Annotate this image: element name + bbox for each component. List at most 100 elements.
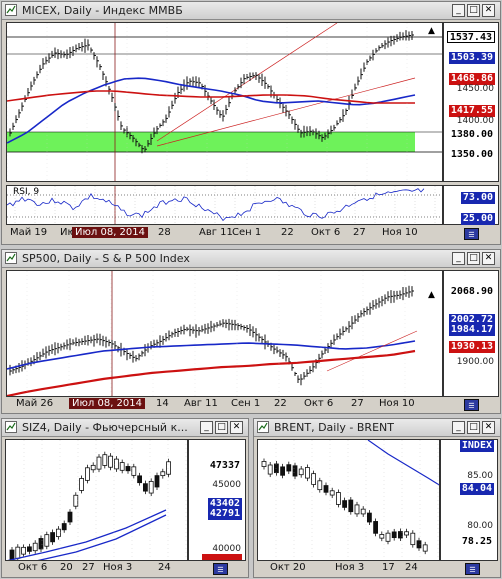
x-label: Ноя 10: [379, 398, 415, 409]
micex-time-axis[interactable]: Май 19 Ию Июл 08, 2014 28 Авг 11 Сен 1 2…: [6, 227, 443, 240]
window-menu-icon[interactable]: [5, 252, 17, 264]
siz4-price-svg: [7, 440, 187, 560]
ma-blue-line: [7, 509, 167, 560]
siz4-price-plot[interactable]: [5, 439, 188, 561]
window-menu-icon[interactable]: [257, 421, 269, 433]
candle-body: [119, 462, 125, 471]
sp500-price-plot[interactable]: ▲: [6, 270, 443, 397]
ohlc-bar: [234, 319, 237, 331]
brent-chart-window[interactable]: BRENT, Daily - BRENT _ □ ✕ INDEX 85.00 8…: [253, 418, 501, 578]
window-menu-icon[interactable]: [5, 421, 17, 433]
candle-body: [160, 471, 166, 477]
micex-chart-window[interactable]: MICEX, Daily - Индекс ММВБ _ □ ✕ ▲ RSI, …: [1, 1, 501, 245]
sp500-chart-window[interactable]: SP500, Daily - S & P 500 Index _ □ ✕ ▲ 2…: [1, 249, 501, 414]
ohlc-bar: [255, 328, 258, 342]
minimize-icon[interactable]: _: [452, 421, 465, 434]
ohlc-bar: [36, 352, 39, 363]
close-icon[interactable]: ✕: [482, 421, 495, 434]
ohlc-bar: [66, 49, 69, 59]
ohlc-bar: [150, 133, 153, 145]
chart-settings-icon[interactable]: ☰: [464, 399, 479, 411]
chart-settings-icon[interactable]: ☰: [464, 228, 479, 240]
brent-price-scale[interactable]: INDEX 85.00 84.04 80.00 78.25: [440, 439, 498, 561]
ohlc-bar: [411, 286, 414, 297]
window-menu-icon[interactable]: [5, 4, 17, 16]
ohlc-bar: [66, 339, 69, 350]
ohlc-bar: [405, 287, 408, 297]
ohlc-bar: [132, 135, 135, 143]
ohlc-bar: [216, 321, 219, 328]
minimize-icon[interactable]: _: [452, 4, 465, 17]
sp500-time-axis[interactable]: Май 26 Июл 08, 2014 14 Авг 11 Сен 1 22 О…: [6, 398, 443, 411]
ohlc-bar: [402, 286, 405, 301]
micex-rsi-scale[interactable]: 73.00 25.00: [443, 185, 499, 225]
maximize-icon[interactable]: □: [467, 4, 480, 17]
sp500-title: SP500, Daily - S & P 500 Index: [22, 252, 190, 265]
ohlc-bar: [264, 76, 267, 89]
micex-price-scale[interactable]: 1537.43 1503.39 1468.86 1450.00 1417.55 …: [443, 22, 499, 182]
ohlc-bar: [282, 349, 285, 359]
ohlc-bar: [78, 43, 81, 51]
ma-blue-price-label: 84.04: [459, 483, 494, 495]
siz4-chart-window[interactable]: SIZ4, Daily - Фьючерсный к... _ □ ✕ 4733…: [1, 418, 249, 578]
minimize-icon[interactable]: _: [452, 252, 465, 265]
sp500-price-scale[interactable]: 2068.90 2002.72 1984.17 1930.13 1900.00: [443, 270, 499, 397]
ohlc-bar: [285, 352, 288, 362]
sp500-title-bar[interactable]: SP500, Daily - S & P 500 Index _ □ ✕: [2, 250, 500, 268]
maximize-icon[interactable]: □: [467, 252, 480, 265]
ohlc-bar: [144, 145, 147, 153]
ohlc-bar: [39, 64, 42, 74]
close-icon[interactable]: ✕: [230, 421, 243, 434]
ohlc-bar: [75, 44, 78, 53]
micex-price-plot[interactable]: ▲: [6, 22, 443, 182]
tick-45000: 45000: [212, 480, 241, 490]
maximize-icon[interactable]: □: [467, 421, 480, 434]
brent-price-plot[interactable]: [257, 439, 440, 561]
ohlc-bar: [99, 64, 102, 70]
close-icon[interactable]: ✕: [482, 252, 495, 265]
ohlc-bar: [345, 108, 348, 116]
ohlc-bar: [330, 339, 333, 349]
ohlc-bar: [168, 330, 171, 341]
ohlc-bar: [69, 47, 72, 59]
tick-1900: 1900.00: [456, 357, 494, 367]
ohlc-bar: [393, 35, 396, 45]
chart-settings-icon[interactable]: ☰: [465, 563, 480, 575]
candle-body: [108, 455, 113, 468]
maximize-icon[interactable]: □: [215, 421, 228, 434]
close-icon[interactable]: ✕: [482, 4, 495, 17]
siz4-time-axis[interactable]: Окт 6 20 27 Ноя 3 24: [5, 562, 188, 575]
micex-price-svg: ▲: [7, 23, 442, 181]
ohlc-bar: [30, 357, 33, 367]
ohlc-bar: [192, 326, 195, 334]
micex-title-bar[interactable]: MICEX, Daily - Индекс ММВБ _ □ ✕: [2, 2, 500, 20]
ohlc-bar: [219, 110, 222, 118]
x-label: Окт 20: [270, 562, 306, 573]
micex-rsi-plot[interactable]: RSI, 9: [6, 185, 443, 225]
candle-body: [26, 546, 32, 552]
minimize-icon[interactable]: _: [200, 421, 213, 434]
brent-time-axis[interactable]: Окт 20 Ноя 3 17 24: [257, 562, 440, 575]
brent-price-svg: [261, 440, 439, 560]
ohlc-bar: [339, 117, 342, 123]
candle-body: [348, 499, 354, 513]
ohlc-bar: [255, 72, 258, 81]
ohlc-bar: [207, 323, 210, 334]
ohlc-bar: [243, 325, 246, 331]
ohlc-bar: [291, 116, 294, 124]
brent-title-bar[interactable]: BRENT, Daily - BRENT _ □ ✕: [254, 419, 500, 437]
candle-body: [397, 531, 403, 539]
ohlc-bar: [252, 72, 255, 79]
ma-red-price-label: 1930.13: [448, 341, 495, 353]
tick-80: 80.00: [467, 521, 493, 531]
candle-body: [311, 473, 316, 485]
ohlc-bar: [258, 74, 261, 83]
siz4-title-bar[interactable]: SIZ4, Daily - Фьючерсный к... _ □ ✕: [2, 419, 248, 437]
ohlc-bar: [342, 109, 345, 122]
ohlc-bar: [258, 333, 261, 342]
chart-settings-icon[interactable]: ☰: [213, 563, 228, 575]
siz4-price-scale[interactable]: 47337 45000 43402 42791 40000: [188, 439, 246, 561]
x-label: 22: [281, 227, 294, 238]
ohlc-bar: [54, 342, 57, 356]
ohlc-bar: [213, 323, 216, 332]
